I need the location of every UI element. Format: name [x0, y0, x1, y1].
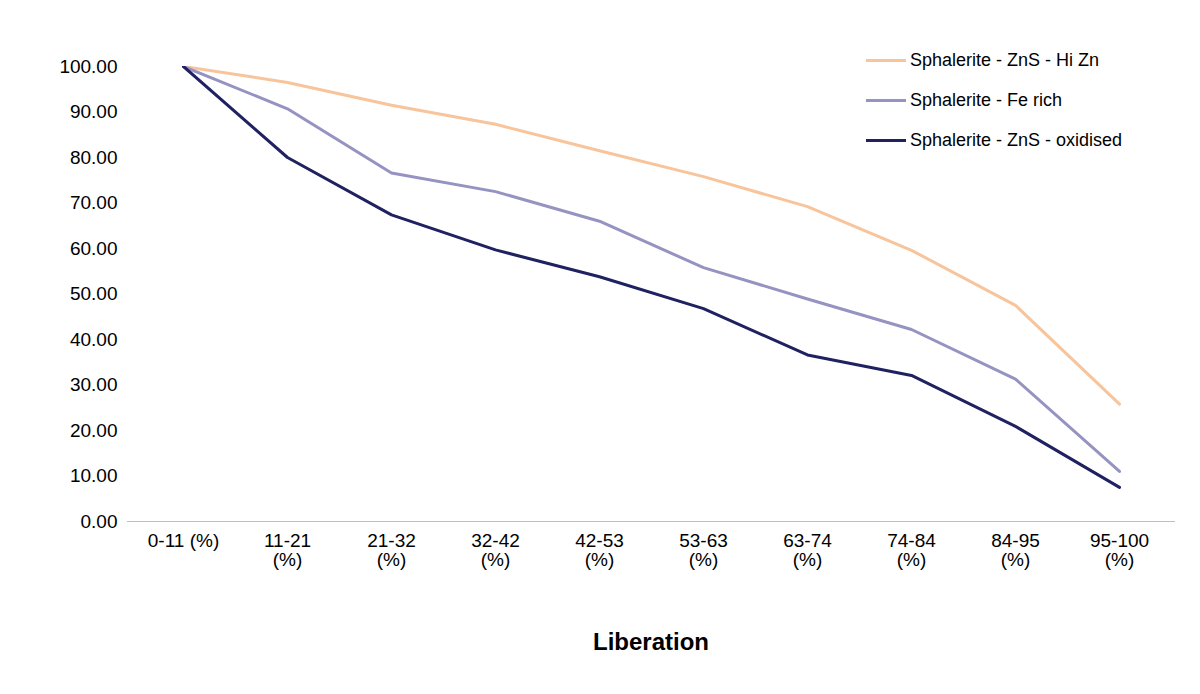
html-text:Liberation: Liberation: [593, 628, 709, 655]
svg-text:74-84(%): 74-84(%): [887, 530, 936, 570]
svg-text:63-74(%): 63-74(%): [783, 530, 832, 570]
html-text:Sphalerite - Fe rich: Sphalerite - Fe rich: [910, 89, 1063, 110]
svg-text:20.00: 20.00: [70, 420, 118, 441]
svg-text:0.00: 0.00: [81, 511, 118, 532]
svg-text:42-53(%): 42-53(%): [575, 530, 624, 570]
svg-text:21-32(%): 21-32(%): [367, 530, 416, 570]
svg-text:95-100(%): 95-100(%): [1090, 530, 1149, 570]
svg-text:100.00: 100.00: [59, 56, 117, 77]
svg-text:32-42(%): 32-42(%): [471, 530, 520, 570]
svg-text:30.00: 30.00: [70, 374, 118, 395]
svg-text:53-63(%): 53-63(%): [679, 530, 728, 570]
html-text:Sphalerite - ZnS - Hi Zn: Sphalerite - ZnS - Hi Zn: [910, 49, 1100, 70]
svg-text:60.00: 60.00: [70, 238, 118, 259]
html-text:Sphalerite - ZnS - oxidised: Sphalerite - ZnS - oxidised: [910, 129, 1123, 150]
svg-text:40.00: 40.00: [70, 329, 118, 350]
svg-text:0-11 (%): 0-11 (%): [148, 530, 219, 551]
svg-text:50.00: 50.00: [70, 283, 118, 304]
svg-text:11-21(%): 11-21(%): [264, 530, 311, 570]
svg-text:80.00: 80.00: [70, 147, 118, 168]
svg-text:90.00: 90.00: [70, 101, 118, 122]
svg-text:10.00: 10.00: [70, 465, 118, 486]
svg-text:84-95(%): 84-95(%): [991, 530, 1040, 570]
svg-text:70.00: 70.00: [70, 192, 118, 213]
